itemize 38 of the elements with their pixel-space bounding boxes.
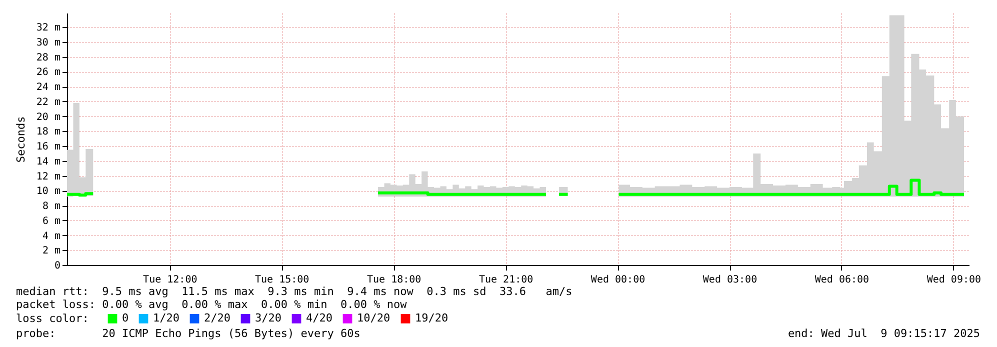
x-tick-label: Wed 03:00 <box>702 274 758 286</box>
x-tick-label: Wed 09:00 <box>926 274 982 286</box>
y-tick-label: 16 m <box>36 142 60 153</box>
y-tick-label: 20 m <box>36 112 60 123</box>
y-tick-label: 4 m <box>42 230 60 242</box>
y-tick-label: 8 m <box>42 201 60 212</box>
x-tick-label: Tue 21:00 <box>478 274 534 286</box>
x-tick-label: Tue 15:00 <box>255 274 310 286</box>
y-tick-label: 28 m <box>36 52 60 64</box>
y-tick-label: 32 m <box>36 22 60 34</box>
legend-label: 2/20 <box>204 312 230 325</box>
y-tick-label: 26 m <box>36 67 60 78</box>
text: probe: 20 ICMP Echo Pings (56 Bytes) every 60s <box>16 327 360 340</box>
x-tick-label: Tue 18:00 <box>366 274 422 286</box>
x-tick-label: Tue 12:00 <box>143 274 198 286</box>
text: packet loss: 0.00 % avg 0.00 % max 0.00 % min 0.00 % now <box>16 298 407 311</box>
y-tick-label: 10 m <box>36 186 60 198</box>
y-tick-label: 6 m <box>42 216 60 227</box>
legend-title: loss color: <box>16 312 89 325</box>
legend-label: 4/20 <box>306 312 332 325</box>
y-tick-label: 14 m <box>36 156 60 168</box>
y-tick-label: 18 m <box>36 126 60 138</box>
legend-label: 0 <box>122 312 129 325</box>
y-tick-label: 12 m <box>36 171 60 182</box>
legend-label: 19/20 <box>415 312 448 325</box>
y-tick-label: 24 m <box>36 82 60 94</box>
legend-label: 1/20 <box>153 312 180 325</box>
x-tick-label: Wed 06:00 <box>814 274 870 286</box>
y-tick-label: 22 m <box>36 96 60 108</box>
legend-label: 3/20 <box>255 312 282 325</box>
legend-label: 10/20 <box>357 312 390 325</box>
y-tick-label: 30 m <box>36 37 60 48</box>
text: median rtt: 9.5 ms avg 11.5 ms max 9.3 ms min 9.4 ms now 0.3 ms sd 33.6 am/s <box>16 285 572 298</box>
y-tick-label: 0 <box>54 260 60 272</box>
y-tick-label: 2 m <box>42 246 60 257</box>
text: end: Wed Jul 9 09:15:17 2025 <box>788 327 980 340</box>
x-tick-label: Wed 00:00 <box>590 274 646 286</box>
y-axis-title: Seconds <box>14 116 28 163</box>
